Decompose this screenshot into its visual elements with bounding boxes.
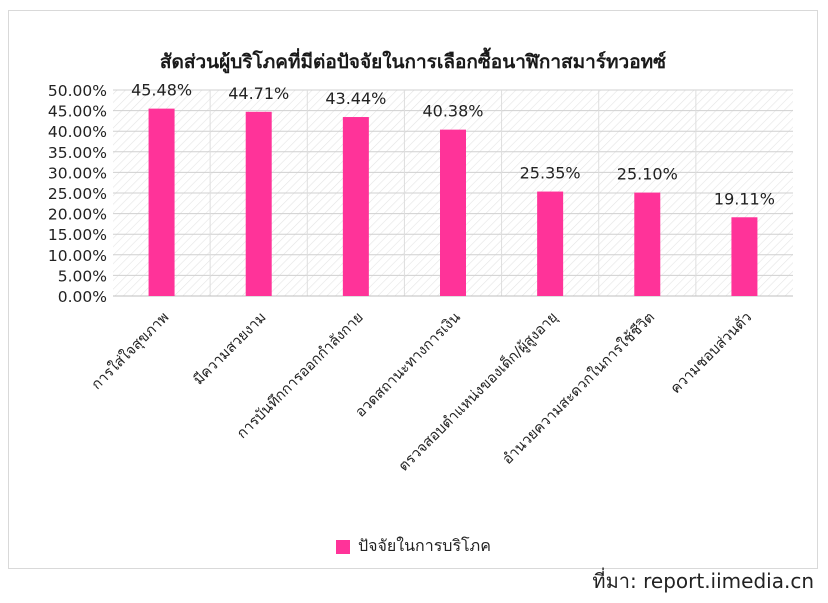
data-label: 19.11% <box>714 189 775 208</box>
legend-label: ปัจจัยในการบริโภค <box>358 536 491 555</box>
x-tick-label: อำนวยความสะดวกในการใช้ชีวิต <box>498 308 658 468</box>
data-label: 25.35% <box>520 164 581 183</box>
bars <box>148 108 758 297</box>
source-text: ที่มา: report.iimedia.cn <box>592 569 814 593</box>
bar <box>537 191 564 296</box>
y-tick-label: 45.00% <box>48 103 107 121</box>
bar <box>731 217 758 296</box>
x-tick-label: มีความสวยงาม <box>190 309 269 388</box>
x-axis-ticks: การใส่ใจสุขภาพ มีความสวยงามการบันทึกการออ… <box>87 307 755 474</box>
bar <box>342 117 369 297</box>
x-tick-label: การใส่ใจสุขภาพ <box>87 308 172 393</box>
x-tick-label: ตรวจสอบตำแหน่งของเด็ก/ผู้สูงอายุ <box>394 307 561 474</box>
y-tick-label: 15.00% <box>48 226 107 244</box>
y-tick-label: 10.00% <box>48 247 107 265</box>
chart-frame: สัดส่วนผู้บริโภคที่มีต่อปัจจัยในการเลือก… <box>8 10 818 569</box>
y-tick-label: 25.00% <box>48 185 107 203</box>
data-label: 25.10% <box>617 165 678 184</box>
data-label: 45.48% <box>131 81 192 100</box>
y-tick-label: 0.00% <box>58 288 107 306</box>
chart-title: สัดส่วนผู้บริโภคที่มีต่อปัจจัยในการเลือก… <box>159 51 667 73</box>
bar-chart: 45.48% 44.71% 43.44% 40.38% 25.35% 25.10% 19.1… <box>48 81 793 475</box>
x-tick-label: อวดสถานะทางการเงิน <box>353 309 464 420</box>
y-tick-label: 35.00% <box>48 144 107 162</box>
data-label: 44.71% <box>228 84 289 103</box>
y-tick-label: 40.00% <box>48 123 107 141</box>
bar <box>148 108 175 296</box>
bar <box>245 111 272 296</box>
x-tick-label: ความชอบส่วนตัว <box>668 310 756 398</box>
data-label: 43.44% <box>325 89 386 108</box>
y-tick-label: 50.00% <box>48 82 107 100</box>
bar <box>440 129 466 296</box>
legend: ปัจจัยในการบริโภค <box>336 534 491 559</box>
y-tick-label: 5.00% <box>58 267 107 285</box>
y-tick-label: 20.00% <box>48 206 107 224</box>
y-axis-ticks: 0.00% 5.00% 10.00% 15.00% 20.00% 25.00% 30.00%… <box>48 82 107 306</box>
data-label: 40.38% <box>422 102 483 121</box>
y-tick-label: 30.00% <box>48 164 107 182</box>
data-labels: 45.48% 44.71% 43.44% 40.38% 25.35% 25.10% 19.1… <box>131 81 775 209</box>
bar <box>634 192 661 296</box>
legend-swatch <box>336 539 350 554</box>
